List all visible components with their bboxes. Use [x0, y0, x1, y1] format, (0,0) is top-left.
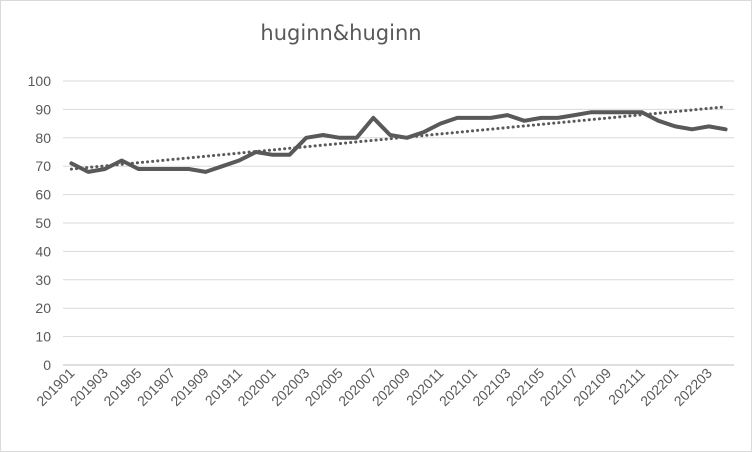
x-tick-label-201909: 201909: [167, 365, 211, 409]
tick-labels: 0102030405060708090100201901201903201905…: [28, 73, 715, 409]
x-tick-label-202109: 202109: [570, 365, 614, 409]
y-tick-label-30: 30: [35, 272, 51, 288]
y-tick-label-40: 40: [35, 243, 51, 259]
x-tick-label-202009: 202009: [369, 365, 413, 409]
y-tick-label-70: 70: [35, 158, 51, 174]
x-tick-label-202203: 202203: [671, 365, 715, 409]
y-tick-label-100: 100: [28, 73, 52, 89]
y-tick-label-80: 80: [35, 130, 51, 146]
y-tick-label-0: 0: [43, 357, 51, 373]
y-tick-label-60: 60: [35, 187, 51, 203]
y-tick-label-10: 10: [35, 329, 51, 345]
chart-title: huginn&huginn: [260, 21, 422, 45]
series-line-0: [69, 110, 728, 174]
y-tick-label-20: 20: [35, 300, 51, 316]
y-tick-label-50: 50: [35, 215, 51, 231]
series: [69, 110, 728, 174]
y-tick-label-90: 90: [35, 101, 51, 117]
gridlines: [63, 80, 734, 338]
